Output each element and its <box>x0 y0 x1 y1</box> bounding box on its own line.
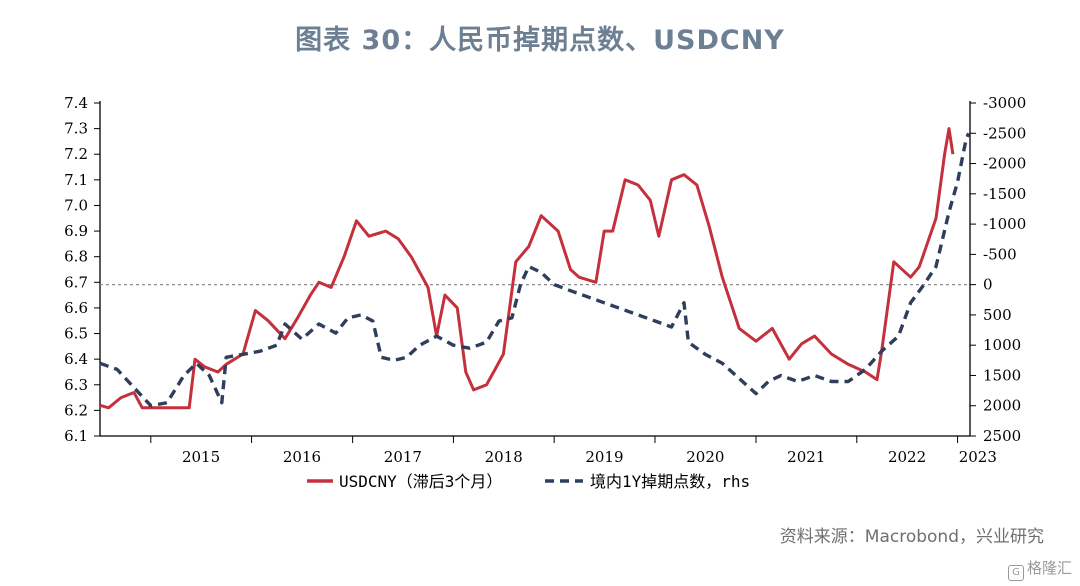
watermark-text: 格隆汇 <box>1026 559 1072 577</box>
right-y-tick-label: -3000 <box>983 94 1026 112</box>
watermark-logo-icon: G <box>1007 565 1024 581</box>
left-y-tick-label: 6.1 <box>64 427 88 445</box>
x-tick-label: 2021 <box>787 448 825 466</box>
x-tick-label: 2017 <box>384 448 422 466</box>
x-tick-label: 2023 <box>959 448 997 466</box>
right-y-tick-label: 2000 <box>983 397 1021 415</box>
left-y-tick-label: 7.3 <box>64 120 88 138</box>
left-y-tick-label: 7.4 <box>64 94 88 112</box>
usdcny-line <box>99 127 955 410</box>
left-y-tick-label: 6.2 <box>64 401 88 419</box>
chart-axes: 6.1 6.2 6.3 6.4 6.5 6.6 6.7 6.8 6.9 7.0 7.1 7.2 7.3 7… <box>64 94 1026 466</box>
source-note: 资料来源：Macrobond，兴业研究 <box>779 527 1044 547</box>
chart-series <box>99 127 971 410</box>
left-y-tick-label: 6.3 <box>64 376 88 394</box>
left-y-tick-label: 6.6 <box>64 299 88 317</box>
legend-label-swap: 境内1Y掉期点数，rhs <box>590 472 750 491</box>
chart-title: 图表 30：人民币掉期点数、USDCNY <box>295 25 785 56</box>
right-y-tick-label: -1500 <box>983 185 1026 203</box>
watermark: G 格隆汇 <box>1007 557 1072 581</box>
right-y-tick-label: 2500 <box>983 427 1021 445</box>
right-y-tick-label: 1500 <box>983 366 1021 384</box>
x-tick-label: 2018 <box>485 448 523 466</box>
x-tick-label: 2019 <box>585 448 623 466</box>
left-y-tick-label: 6.4 <box>64 350 88 368</box>
right-y-tick-label: 500 <box>983 306 1012 324</box>
right-y-tick-label: 1000 <box>983 336 1021 354</box>
right-y-tick-label: 0 <box>983 276 993 294</box>
chart-legend: USDCNY（滞后3个月） 境内1Y掉期点数，rhs <box>307 472 750 491</box>
x-tick-label: 2015 <box>182 448 220 466</box>
x-tick-label: 2016 <box>283 448 321 466</box>
right-y-tick-label: -1000 <box>983 215 1026 233</box>
left-y-tick-label: 7.1 <box>64 171 88 189</box>
x-tick-label: 2022 <box>888 448 926 466</box>
right-y-tick-label: -500 <box>983 245 1017 263</box>
legend-label-usdcny: USDCNY（滞后3个月） <box>339 472 502 491</box>
right-y-tick-label: -2500 <box>983 124 1026 142</box>
left-y-tick-label: 7.2 <box>64 145 88 163</box>
chart: 6.1 6.2 6.3 6.4 6.5 6.6 6.7 6.8 6.9 7.0 7.1 7.2 7.3 7… <box>64 94 1026 491</box>
swap-points-line <box>99 132 971 408</box>
left-y-tick-label: 6.8 <box>64 248 88 266</box>
left-y-tick-label: 6.5 <box>64 325 88 343</box>
left-y-tick-label: 6.7 <box>64 273 88 291</box>
left-y-tick-label: 6.9 <box>64 222 88 240</box>
x-tick-label: 2020 <box>686 448 724 466</box>
left-y-tick-label: 7.0 <box>64 196 88 214</box>
right-y-tick-label: -2000 <box>983 155 1026 173</box>
